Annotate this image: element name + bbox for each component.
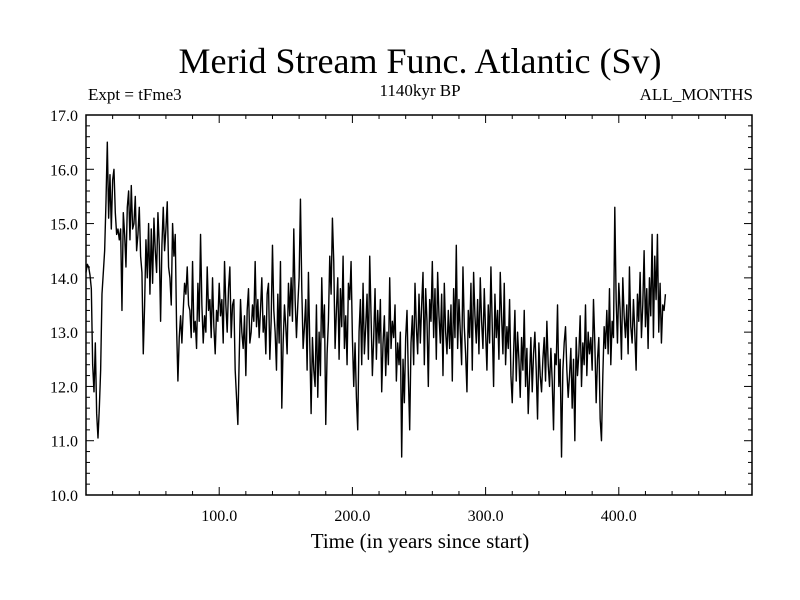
y-tick-label: 16.0 [50,162,78,179]
plot-frame [85,114,753,496]
y-tick-label: 10.0 [50,488,78,505]
y-tick-label: 13.0 [50,325,78,342]
y-tick-label: 11.0 [51,434,78,451]
x-axis: 100.0 200.0 300.0 400.0 [112,115,726,525]
x-tick-label: 300.0 [468,508,504,525]
y-axis: 10.0 11.0 12.0 13.0 14.0 15.0 16.0 17.0 [50,108,752,505]
experiment-label: Expt = tFme3 [88,85,182,104]
x-tick-label: 200.0 [334,508,370,525]
y-tick-label: 15.0 [50,217,78,234]
chart-title: Merid Stream Func. Atlantic (Sv) [179,41,662,81]
x-tick-label: 100.0 [201,508,237,525]
y-tick-label: 14.0 [50,271,78,288]
data-series [85,141,667,458]
x-tick-label: 400.0 [601,508,637,525]
series-line [85,141,667,458]
y-tick-label: 12.0 [50,379,78,396]
y-tick-label: 17.0 [50,108,78,125]
period-label: 1140kyr BP [379,81,460,100]
x-axis-label: Time (in years since start) [311,529,530,553]
months-label: ALL_MONTHS [640,85,753,104]
